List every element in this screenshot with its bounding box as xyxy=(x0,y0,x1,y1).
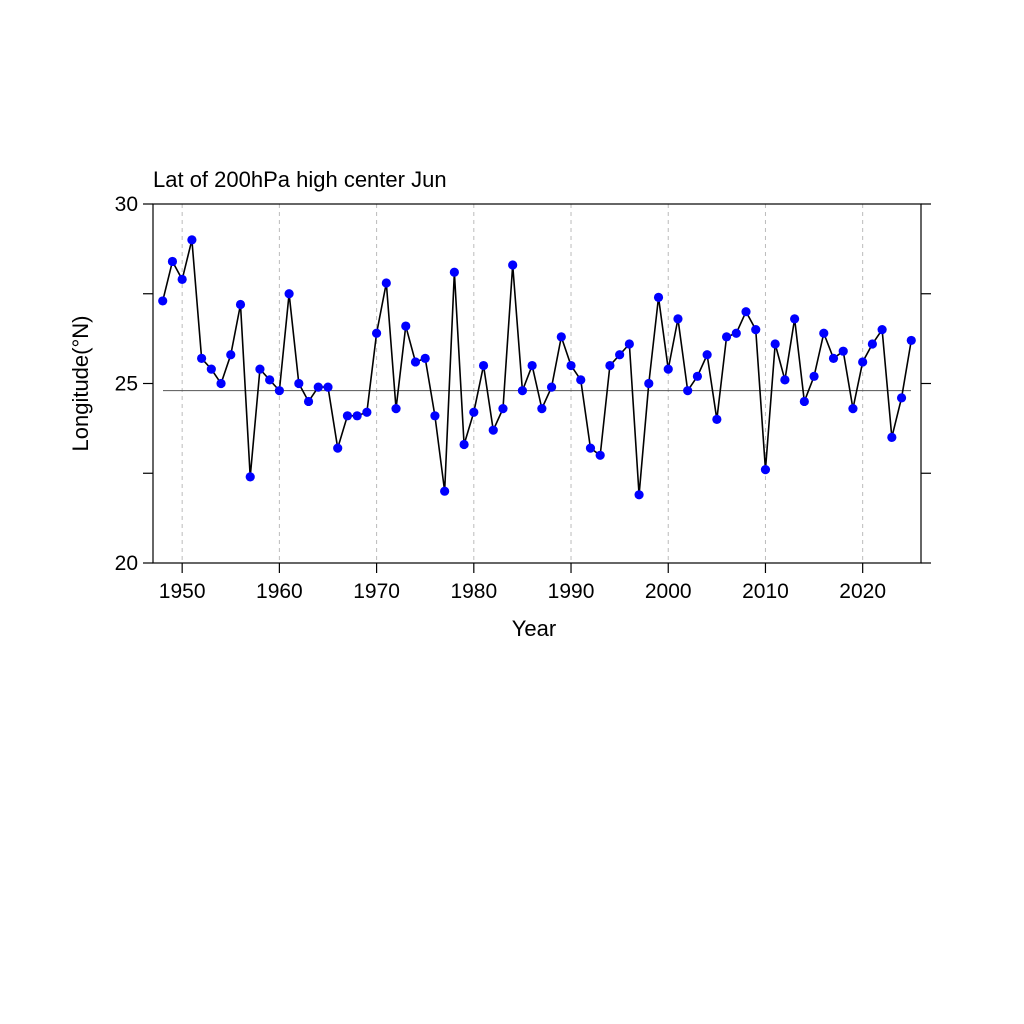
data-point xyxy=(284,289,294,299)
data-point xyxy=(187,235,197,245)
grid-lines xyxy=(181,204,864,563)
data-point xyxy=(206,364,216,374)
data-point xyxy=(858,357,868,367)
data-point xyxy=(702,350,712,360)
data-point xyxy=(848,404,858,414)
data-point xyxy=(634,490,644,500)
series-line xyxy=(161,239,913,495)
x-tick-label: 2020 xyxy=(839,580,886,603)
data-point xyxy=(751,325,761,335)
data-point xyxy=(809,371,819,381)
y-axis-label: Longitude(°N) xyxy=(68,316,93,452)
data-point xyxy=(838,346,848,356)
data-point xyxy=(780,375,790,385)
x-tick-label: 1950 xyxy=(159,580,206,603)
data-point xyxy=(615,350,625,360)
data-point xyxy=(371,328,382,338)
x-tick-label: 1970 xyxy=(353,580,400,603)
y-tick-label: 25 xyxy=(115,373,138,396)
data-point xyxy=(887,432,897,442)
data-point xyxy=(731,328,741,338)
data-point xyxy=(167,256,178,267)
data-point xyxy=(527,360,537,371)
data-point xyxy=(177,274,187,284)
data-point xyxy=(197,353,207,363)
data-point xyxy=(216,378,226,389)
data-point xyxy=(294,378,304,389)
data-point xyxy=(828,353,839,363)
data-point xyxy=(226,350,236,360)
data-point xyxy=(546,382,557,392)
data-point xyxy=(245,472,255,482)
series-layer xyxy=(158,235,916,500)
data-point xyxy=(653,292,664,302)
data-point xyxy=(401,321,411,331)
data-point xyxy=(877,325,887,335)
data-point xyxy=(556,332,566,342)
data-point xyxy=(265,375,275,385)
axis-ticks: 20 25 30 1950 1960 1970 1980 1990 2000 2010 2020 xyxy=(115,193,931,603)
data-point xyxy=(819,328,829,338)
data-point xyxy=(605,360,615,371)
data-point xyxy=(498,404,508,414)
x-tick-label: 1960 xyxy=(256,580,303,603)
data-point xyxy=(595,450,605,460)
data-point xyxy=(770,339,780,349)
data-point xyxy=(760,465,771,475)
data-point xyxy=(235,299,246,310)
data-point xyxy=(896,393,907,403)
data-point xyxy=(721,332,732,342)
data-point xyxy=(313,382,323,392)
data-point xyxy=(488,425,498,435)
data-point xyxy=(517,386,528,396)
data-point xyxy=(410,357,421,367)
data-point xyxy=(585,443,596,453)
chart-title: Lat of 200hPa high center Jun xyxy=(153,167,447,192)
data-point xyxy=(449,267,459,277)
data-point xyxy=(576,375,586,385)
x-tick-label: 1980 xyxy=(450,580,497,603)
data-point xyxy=(566,360,576,371)
data-point xyxy=(158,296,168,306)
data-point xyxy=(478,360,489,371)
data-point xyxy=(663,364,673,374)
data-point xyxy=(430,411,440,421)
data-point xyxy=(673,314,683,324)
data-point xyxy=(799,396,809,407)
data-point xyxy=(362,407,372,417)
x-tick-label: 1990 xyxy=(548,580,595,603)
data-point xyxy=(420,353,430,363)
data-point xyxy=(255,364,265,374)
data-point xyxy=(274,386,284,396)
data-point xyxy=(906,335,916,346)
data-point xyxy=(624,339,634,349)
data-point xyxy=(644,378,654,389)
x-tick-label: 2000 xyxy=(645,580,692,603)
x-tick-label: 2010 xyxy=(742,580,789,603)
data-point xyxy=(712,414,722,424)
data-point xyxy=(323,382,333,392)
x-axis-label: Year xyxy=(512,616,556,641)
data-point xyxy=(867,339,877,349)
data-point xyxy=(352,411,362,421)
y-tick-label: 20 xyxy=(115,552,138,575)
data-point xyxy=(303,396,314,407)
data-point xyxy=(469,407,479,417)
data-point xyxy=(391,404,401,414)
data-point xyxy=(459,439,469,450)
data-point xyxy=(440,486,450,496)
data-point xyxy=(790,314,800,324)
data-point xyxy=(741,307,751,317)
y-tick-label: 30 xyxy=(115,193,138,216)
data-point xyxy=(333,443,343,453)
data-point xyxy=(508,260,518,270)
data-point xyxy=(537,404,547,414)
data-point xyxy=(381,278,391,288)
data-point xyxy=(342,411,353,421)
data-point xyxy=(683,386,693,396)
data-point xyxy=(692,371,703,381)
